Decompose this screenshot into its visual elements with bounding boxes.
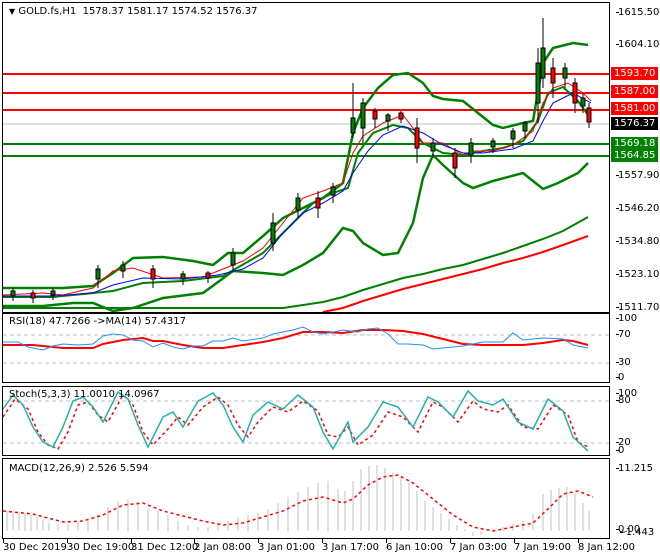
symbol-label: GOLD.fs,H1: [18, 6, 77, 17]
stochastic-panel[interactable]: Stoch(5,3,3) 11.0010 14.0967: [2, 386, 610, 456]
rsi-tick: 70: [616, 329, 631, 340]
price-tick: 1615.50: [615, 7, 660, 18]
macd-panel[interactable]: MACD(12,26,9) 2.526 5.594: [2, 458, 610, 539]
resistance-tag: 1581.00: [611, 102, 658, 115]
stochastic-label: Stoch(5,3,3) 11.0010 14.0967: [9, 389, 160, 400]
price-tick: 1523.10: [615, 269, 660, 280]
time-label: 7 Jan 19:00: [514, 539, 571, 553]
macd-tick: 0.00: [615, 524, 641, 535]
triangle-down-icon[interactable]: ▼: [9, 7, 16, 16]
stoch-tick: 20: [616, 437, 631, 448]
macd-axis: 11.215 0.00 -1.443: [611, 458, 660, 539]
rsi-canvas: [3, 326, 609, 364]
rsi-tick: 30: [616, 357, 631, 368]
stoch-tick: 100: [615, 388, 638, 399]
time-label: 7 Jan 03:00: [450, 539, 507, 553]
stoch-tick: 0: [615, 445, 625, 456]
support-tag: 1564.85: [611, 149, 658, 162]
support-tag: 1569.18: [611, 137, 658, 150]
macd-tick: 11.215: [616, 463, 653, 474]
current-price-tag: 1576.37: [611, 117, 658, 130]
macd-label: MACD(12,26,9) 2.526 5.594: [9, 463, 149, 474]
stochastic-axis: 100 80 20 0: [611, 386, 660, 456]
time-label: 31 Dec 12:00: [131, 539, 199, 553]
rsi-label: RSI(18) 47.7266 ->MA(14) 57.4317: [9, 316, 186, 327]
stoch-tick: 80: [616, 395, 631, 406]
time-label: 30 Dec 2019: [3, 539, 67, 553]
resistance-tag: 1587.00: [611, 85, 658, 98]
macd-canvas: [3, 465, 594, 536]
price-tick: 1534.80: [615, 236, 660, 247]
macd-tick: -1.443: [619, 527, 655, 538]
time-label: 6 Jan 10:00: [386, 539, 443, 553]
stochastic-canvas: [3, 389, 609, 452]
time-label: 3 Jan 17:00: [322, 539, 379, 553]
time-label: 3 Jan 01:00: [258, 539, 315, 553]
rsi-tick: 100: [615, 313, 638, 324]
price-tick: 1511.70: [615, 302, 660, 313]
rsi-tick: 0: [615, 372, 625, 383]
price-chart-canvas: [3, 18, 609, 312]
chart-title: ▼ GOLD.fs,H1 1578.37 1581.17 1574.52 157…: [9, 6, 258, 18]
time-label: 2 Jan 08:00: [194, 539, 251, 553]
rsi-panel[interactable]: RSI(18) 47.7266 ->MA(14) 57.4317: [2, 313, 610, 383]
resistance-tag: 1593.70: [611, 67, 658, 80]
macd-histogram: [6, 465, 590, 536]
price-tick: 1546.20: [615, 203, 660, 214]
time-label: 30 Dec 19:00: [67, 539, 135, 553]
candlesticks: [10, 18, 592, 303]
price-tick: 1557.90: [615, 170, 660, 181]
rsi-axis: 100 70 30 0: [611, 313, 660, 383]
price-axis: 1615.50 1604.10 1557.90 1546.20 1534.80 …: [611, 0, 660, 314]
price-tick: 1604.10: [615, 39, 660, 50]
ohlc-values: 1578.37 1581.17 1574.52 1576.37: [82, 6, 258, 17]
price-chart-panel[interactable]: ▼ GOLD.fs,H1 1578.37 1581.17 1574.52 157…: [2, 2, 610, 313]
time-label: 8 Jan 12:00: [578, 539, 635, 553]
